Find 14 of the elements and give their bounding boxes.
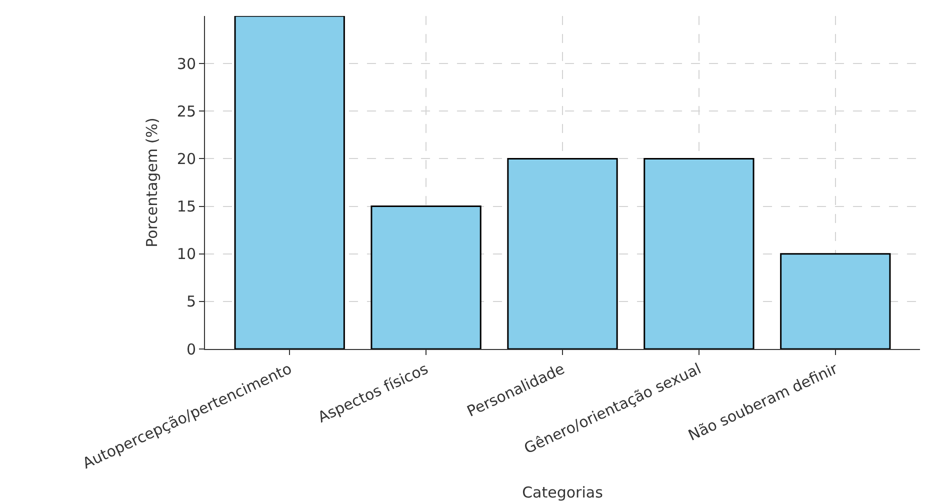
bar (780, 253, 891, 349)
y-tick-label: 15 (176, 198, 196, 216)
y-tick-label: 0 (186, 340, 196, 358)
y-tick-label: 20 (176, 150, 196, 168)
bar (507, 158, 618, 349)
y-axis-title: Porcentagem (%) (143, 118, 162, 248)
y-tick-label: 25 (176, 102, 196, 120)
bar (644, 158, 754, 349)
x-axis-title: Categorias (522, 483, 604, 502)
y-tick-label: 30 (176, 54, 196, 73)
bar (234, 16, 345, 349)
bar (370, 206, 482, 349)
y-tick-label: 10 (176, 245, 196, 264)
y-tick-label: 5 (186, 292, 196, 311)
